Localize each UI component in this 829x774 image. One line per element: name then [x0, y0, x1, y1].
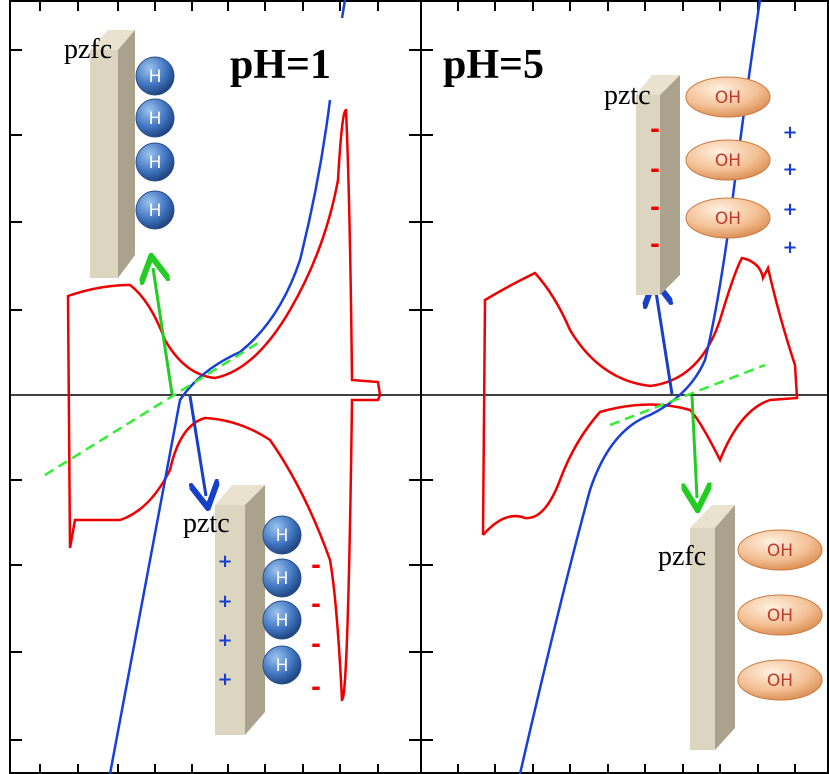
positive-charge: +: [782, 122, 797, 143]
negative-charge: -: [650, 193, 660, 221]
atom-label: OH: [767, 606, 793, 626]
atom-label: H: [149, 201, 162, 221]
atom-label: H: [276, 656, 289, 676]
positive-charge: +: [217, 630, 232, 651]
atom-label: H: [149, 153, 162, 173]
panel-title: pH=5: [443, 42, 544, 88]
atom-label: OH: [767, 671, 793, 691]
positive-charge: +: [217, 591, 232, 612]
atom-label: OH: [767, 541, 793, 561]
negative-charge: -: [311, 673, 321, 701]
negative-charge: -: [311, 551, 321, 579]
panel-title: pH=1: [230, 42, 331, 88]
positive-charge: +: [782, 159, 797, 180]
negative-charge: -: [650, 115, 660, 143]
bottom-label: pztc: [183, 508, 230, 539]
atom-label: OH: [715, 151, 741, 171]
atom-label: H: [276, 526, 289, 546]
atom-label: OH: [715, 209, 741, 229]
negative-charge: -: [311, 590, 321, 618]
top-label: pzfc: [64, 34, 112, 65]
atom-label: H: [276, 569, 289, 589]
negative-charge: -: [650, 230, 660, 258]
positive-charge: +: [217, 669, 232, 690]
atom-label: H: [276, 611, 289, 631]
atom-label: H: [149, 109, 162, 129]
atom-label: H: [149, 67, 162, 87]
figure: pH=1 pzfc pztc H H H H H H H H + + + + - - - - pH=5 pztc pzfc…: [0, 0, 829, 774]
atom-label: OH: [715, 88, 741, 108]
positive-charge: +: [782, 199, 797, 220]
top-label: pztc: [604, 80, 651, 111]
positive-charge: +: [217, 551, 232, 572]
positive-charge: +: [782, 237, 797, 258]
negative-charge: -: [311, 630, 321, 658]
bottom-label: pzfc: [658, 541, 706, 572]
negative-charge: -: [650, 155, 660, 183]
